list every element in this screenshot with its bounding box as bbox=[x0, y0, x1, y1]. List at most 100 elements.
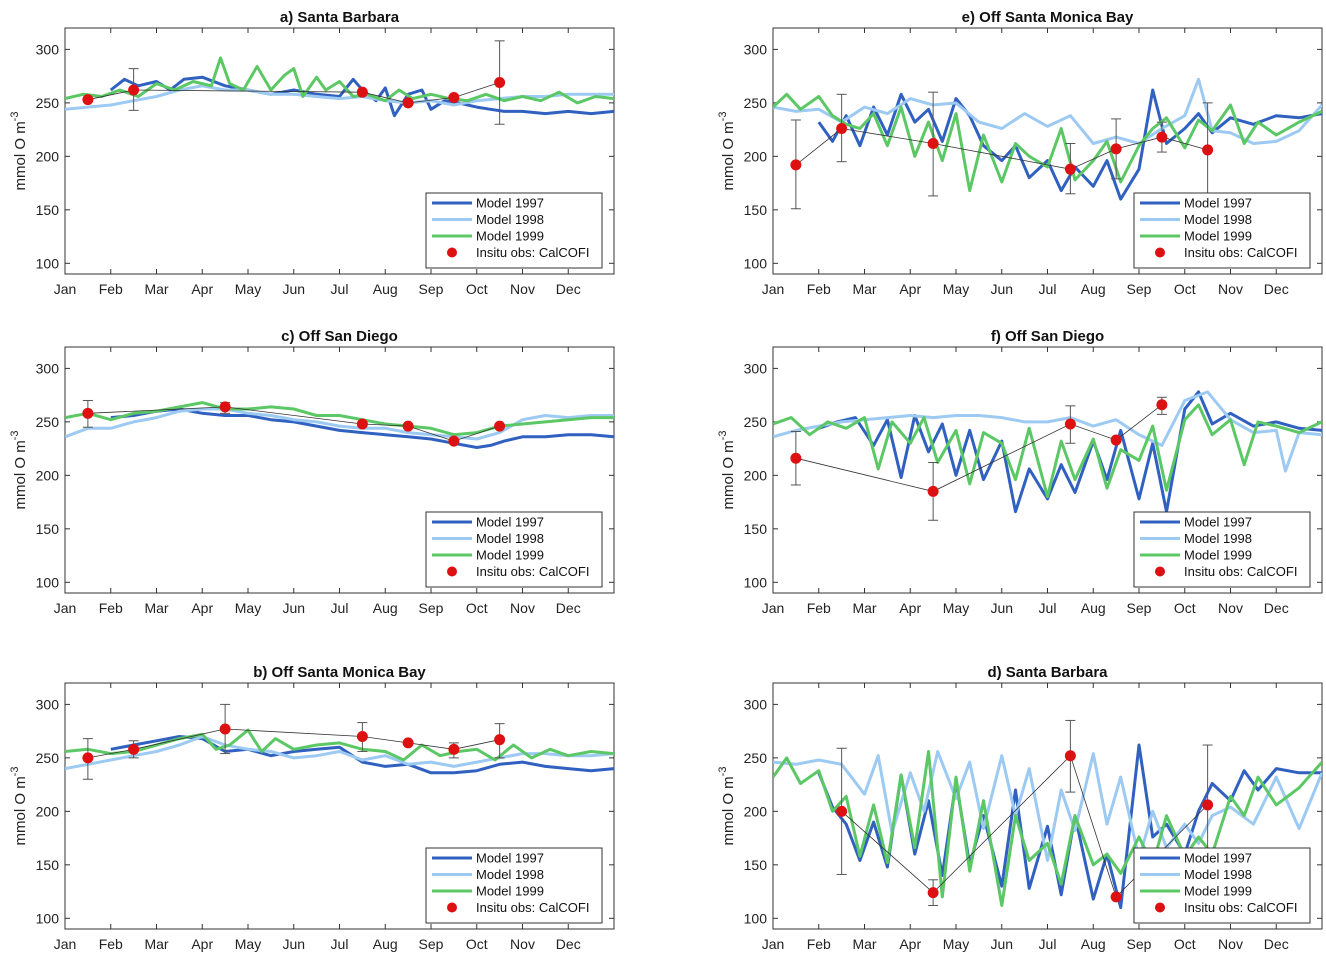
x-tick-label: Dec bbox=[556, 281, 581, 297]
panel-title: b) Off Santa Monica Bay bbox=[253, 664, 426, 681]
panel-6: d) Santa Barbara 100 150 200 250 300 Jan Feb Mar… bbox=[717, 664, 1323, 952]
x-tick-label: Dec bbox=[556, 936, 581, 952]
x-tick-label: May bbox=[235, 600, 261, 616]
obs-point bbox=[448, 92, 460, 104]
x-tick-label: Oct bbox=[466, 600, 488, 616]
series-line-y1997 bbox=[109, 75, 614, 118]
panel-2: c) Off San Diego 100 150 200 250 300 Jan Feb Mar… bbox=[9, 328, 615, 616]
x-tick-label: Apr bbox=[191, 281, 213, 297]
legend-obs-marker bbox=[1155, 247, 1165, 258]
legend-label: Model 1997 bbox=[1184, 196, 1252, 211]
legend-obs-marker bbox=[1155, 566, 1165, 577]
legend-label: Model 1999 bbox=[1184, 884, 1252, 899]
panel-3: b) Off Santa Monica Bay 100 150 200 250 300 Ja… bbox=[9, 664, 615, 952]
series-line-y1998 bbox=[65, 407, 614, 441]
obs-point bbox=[1064, 750, 1076, 762]
x-tick-label: Feb bbox=[99, 281, 123, 297]
x-tick-label: Apr bbox=[899, 936, 921, 952]
x-tick-label: Nov bbox=[510, 600, 535, 616]
x-tick-label: Jun bbox=[282, 281, 305, 297]
y-tick-label: 100 bbox=[744, 910, 768, 926]
series-line-y1998 bbox=[773, 390, 1322, 473]
panel-title: a) Santa Barbara bbox=[280, 9, 400, 26]
obs-point bbox=[128, 84, 140, 96]
x-tick-label: Jun bbox=[990, 936, 1013, 952]
obs-point bbox=[1202, 799, 1214, 811]
x-tick-label: Dec bbox=[1264, 936, 1289, 952]
legend-label: Model 1998 bbox=[1184, 867, 1252, 882]
x-tick-label: Sep bbox=[1127, 281, 1152, 297]
x-tick-label: Jan bbox=[762, 936, 785, 952]
x-tick-label: Jul bbox=[331, 936, 349, 952]
x-tick-label: Oct bbox=[1174, 281, 1196, 297]
x-tick-label: Jun bbox=[282, 936, 305, 952]
x-tick-label: Feb bbox=[807, 281, 831, 297]
obs-point bbox=[448, 435, 460, 447]
series-line-y1999 bbox=[65, 56, 614, 105]
legend-label: Insitu obs: CalCOFI bbox=[1184, 564, 1297, 579]
panel-1: a) Santa Barbara 100 150 200 250 300 Jan Feb Mar… bbox=[9, 9, 615, 297]
x-tick-label: Feb bbox=[99, 936, 123, 952]
x-tick-label: Jul bbox=[331, 600, 349, 616]
obs-point bbox=[356, 730, 368, 742]
x-tick-label: Apr bbox=[191, 600, 213, 616]
y-tick-label: 150 bbox=[744, 857, 768, 873]
y-tick-label: 200 bbox=[36, 467, 60, 483]
x-tick-label: Feb bbox=[99, 600, 123, 616]
x-tick-label: Jul bbox=[1039, 281, 1057, 297]
x-tick-label: Oct bbox=[466, 936, 488, 952]
x-tick-label: Jul bbox=[331, 281, 349, 297]
obs-connector-line bbox=[87, 82, 500, 104]
obs-point bbox=[927, 138, 939, 150]
x-tick-label: Apr bbox=[899, 600, 921, 616]
y-tick-label: 250 bbox=[36, 414, 60, 430]
obs-point bbox=[1064, 418, 1076, 430]
legend-obs-marker bbox=[447, 566, 457, 577]
y-tick-label: 100 bbox=[36, 574, 60, 590]
x-tick-label: Jun bbox=[282, 600, 305, 616]
y-tick-label: 300 bbox=[744, 360, 768, 376]
x-tick-label: May bbox=[235, 936, 261, 952]
x-tick-label: Mar bbox=[144, 600, 168, 616]
x-tick-label: Feb bbox=[807, 600, 831, 616]
legend-label: Model 1997 bbox=[476, 196, 544, 211]
panel-title: c) Off San Diego bbox=[281, 328, 398, 345]
x-tick-label: Mar bbox=[144, 281, 168, 297]
x-tick-label: Sep bbox=[1127, 936, 1152, 952]
legend-label: Model 1999 bbox=[1184, 548, 1252, 563]
legend-label: Model 1997 bbox=[476, 851, 544, 866]
obs-point bbox=[494, 734, 506, 746]
y-axis-label: mmol O m-3 bbox=[9, 112, 29, 191]
y-axis-label: mmol O m-3 bbox=[9, 767, 29, 846]
y-tick-label: 250 bbox=[744, 414, 768, 430]
series-line-y1997 bbox=[110, 407, 614, 449]
x-tick-label: Nov bbox=[510, 936, 535, 952]
x-tick-label: Jun bbox=[990, 600, 1013, 616]
x-tick-label: Sep bbox=[1127, 600, 1152, 616]
series-line-y1997 bbox=[818, 390, 1322, 514]
x-tick-label: Nov bbox=[1218, 936, 1243, 952]
x-tick-label: Oct bbox=[1174, 600, 1196, 616]
legend-label: Model 1999 bbox=[1184, 229, 1252, 244]
x-tick-label: Apr bbox=[899, 281, 921, 297]
legend-obs-marker bbox=[1155, 902, 1165, 913]
obs-point bbox=[82, 407, 94, 419]
obs-point bbox=[790, 452, 802, 464]
obs-point bbox=[927, 887, 939, 899]
obs-point bbox=[927, 485, 939, 497]
x-tick-label: Apr bbox=[191, 936, 213, 952]
x-tick-label: Aug bbox=[373, 281, 398, 297]
x-tick-label: Feb bbox=[807, 936, 831, 952]
obs-point bbox=[356, 418, 368, 430]
y-tick-label: 300 bbox=[744, 696, 768, 712]
y-tick-label: 300 bbox=[744, 41, 768, 57]
legend-obs-marker bbox=[447, 247, 457, 258]
obs-point bbox=[356, 86, 368, 98]
obs-point bbox=[494, 420, 506, 432]
legend-label: Model 1997 bbox=[1184, 851, 1252, 866]
panel-title: e) Off Santa Monica Bay bbox=[962, 9, 1134, 26]
